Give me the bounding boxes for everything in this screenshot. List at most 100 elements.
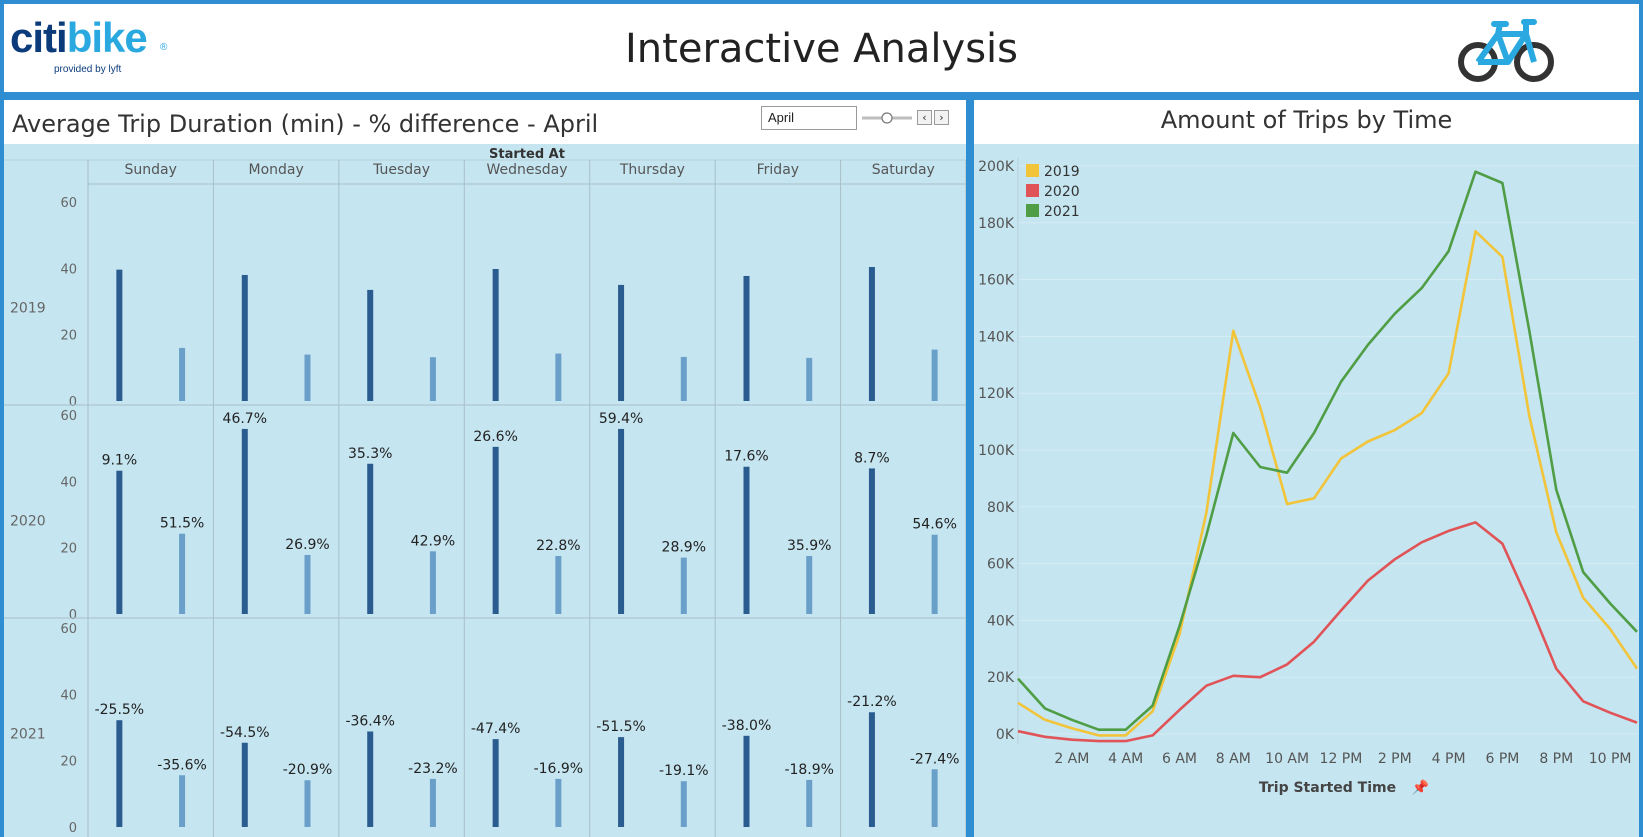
logo-text-bike: bike (66, 14, 148, 61)
chevron-right-icon[interactable]: › (934, 110, 949, 125)
data-label-dark: 35.3% (348, 446, 392, 462)
bar-light-2019-monday (304, 354, 311, 401)
bar-light-2020-friday (806, 555, 813, 614)
trip-duration-bar-chart: Started At Sunday Monday Tuesday Wednesday Th… (4, 144, 966, 837)
bar-dark-2021-thursday (618, 737, 625, 827)
data-label-dark: -47.4% (471, 721, 521, 737)
month-filter-input[interactable]: April (761, 106, 857, 130)
y-tick-label: 20 (60, 329, 77, 344)
x-tick-label: 4 PM (1432, 751, 1466, 767)
y-tick-label: 60 (60, 196, 77, 211)
bar-light-2020-sunday (179, 533, 186, 614)
bar-chart-background (4, 144, 966, 837)
y-tick-label: 20 (60, 542, 77, 557)
bar-dark-2019-friday (743, 275, 750, 401)
logo-text-citi: citi (10, 14, 68, 61)
bicycle-icon (1458, 19, 1554, 82)
column-header-title: Started At (489, 147, 565, 162)
trip-duration-panel: Average Trip Duration (min) - % differen… (0, 96, 970, 837)
bar-light-2020-thursday (680, 557, 687, 614)
trips-by-time-panel: Amount of Trips by Time 200K 180K 160K 140K… (970, 96, 1643, 837)
legend-swatch-2020 (1026, 184, 1039, 197)
bar-dark-2019-sunday (116, 269, 123, 401)
y-tick-label: 40 (60, 475, 77, 490)
bar-dark-2021-saturday (868, 712, 875, 827)
month-slider[interactable] (860, 108, 914, 128)
bar-dark-2020-thursday (618, 428, 625, 614)
bar-dark-2019-tuesday (367, 289, 374, 401)
bar-light-2021-friday (806, 779, 813, 827)
y-tick-label: 140K (978, 329, 1015, 345)
data-label-light: 54.6% (912, 517, 956, 533)
data-label-dark: -51.5% (596, 719, 646, 735)
x-tick-label: 4 AM (1108, 751, 1143, 767)
row-label-2019: 2019 (10, 301, 46, 317)
x-tick-label: 8 AM (1216, 751, 1251, 767)
y-tick-label: 80K (987, 500, 1015, 516)
legend-label-2021: 2021 (1044, 204, 1080, 220)
x-tick-label: 8 PM (1539, 751, 1573, 767)
legend-swatch-2019 (1026, 164, 1039, 177)
day-header-monday: Monday (249, 162, 304, 178)
chevron-left-icon[interactable]: ‹ (917, 110, 932, 125)
data-label-light: 42.9% (411, 533, 455, 549)
slider-handle[interactable] (881, 112, 893, 124)
trips-by-time-chart-title: Amount of Trips by Time (1160, 106, 1453, 134)
y-tick-label: 180K (978, 216, 1015, 232)
y-tick-label: 60K (987, 557, 1015, 573)
day-header-tuesday: Tuesday (372, 162, 430, 178)
y-tick-label: 20 (60, 755, 77, 770)
y-tick-label: 40 (60, 688, 77, 703)
bar-light-2020-wednesday (555, 555, 562, 614)
bar-dark-2019-saturday (868, 267, 875, 401)
x-tick-label: 10 AM (1265, 751, 1309, 767)
bar-light-2019-friday (806, 357, 813, 401)
x-tick-label: 2 AM (1054, 751, 1089, 767)
data-label-dark: 9.1% (102, 453, 138, 469)
data-label-dark: -21.2% (847, 694, 897, 710)
data-label-light: 35.9% (787, 538, 831, 554)
trips-by-time-line-chart: 200K 180K 160K 140K 120K 100K 80K 60K 40K 20K 0K 2 … (974, 144, 1639, 837)
y-tick-label: 40 (60, 262, 77, 277)
day-header-wednesday: Wednesday (486, 162, 567, 178)
day-header-sunday: Sunday (125, 162, 177, 178)
series-line-2020 (1017, 521, 1638, 743)
bar-light-2019-saturday (931, 349, 938, 401)
bar-dark-2020-saturday (868, 468, 875, 614)
citibike-logo: citibike (10, 14, 148, 62)
data-label-dark: -25.5% (95, 702, 145, 718)
bar-dark-2021-tuesday (367, 731, 374, 827)
y-tick-label: 120K (978, 386, 1015, 402)
legend-label-2020: 2020 (1044, 184, 1080, 200)
data-label-light: -35.6% (157, 757, 207, 773)
row-label-2021: 2021 (10, 727, 46, 743)
bar-light-2021-tuesday (429, 778, 436, 827)
logo-registered-mark: ® (160, 42, 168, 53)
data-label-dark: -38.0% (722, 718, 772, 734)
x-tick-label: 6 PM (1485, 751, 1519, 767)
data-label-light: -27.4% (910, 751, 960, 767)
data-label-dark: -54.5% (220, 725, 270, 741)
y-tick-label: 0 (69, 395, 77, 410)
bar-light-2021-thursday (680, 781, 687, 827)
bar-dark-2021-wednesday (492, 739, 499, 827)
line-chart-background (974, 144, 1639, 837)
page-title: Interactive Analysis (625, 26, 1018, 72)
bar-dark-2019-monday (241, 274, 248, 401)
series-line-2021 (1017, 170, 1638, 732)
bar-dark-2021-monday (241, 742, 248, 827)
y-tick-label: 60 (60, 409, 77, 424)
y-tick-label: 0K (996, 727, 1015, 743)
day-header-saturday: Saturday (872, 162, 935, 178)
bar-dark-2020-monday (241, 428, 248, 614)
data-label-light: 26.9% (285, 537, 329, 553)
y-tick-label: 160K (978, 273, 1015, 289)
y-tick-label: 40K (987, 613, 1015, 629)
bar-dark-2020-friday (743, 466, 750, 614)
y-tick-label: 60 (60, 622, 77, 637)
trip-duration-chart-title: Average Trip Duration (min) - % differen… (12, 110, 599, 138)
data-label-dark: 46.7% (223, 411, 267, 427)
bar-light-2019-sunday (179, 347, 186, 401)
x-tick-label: 6 AM (1162, 751, 1197, 767)
bar-light-2019-wednesday (555, 353, 562, 401)
